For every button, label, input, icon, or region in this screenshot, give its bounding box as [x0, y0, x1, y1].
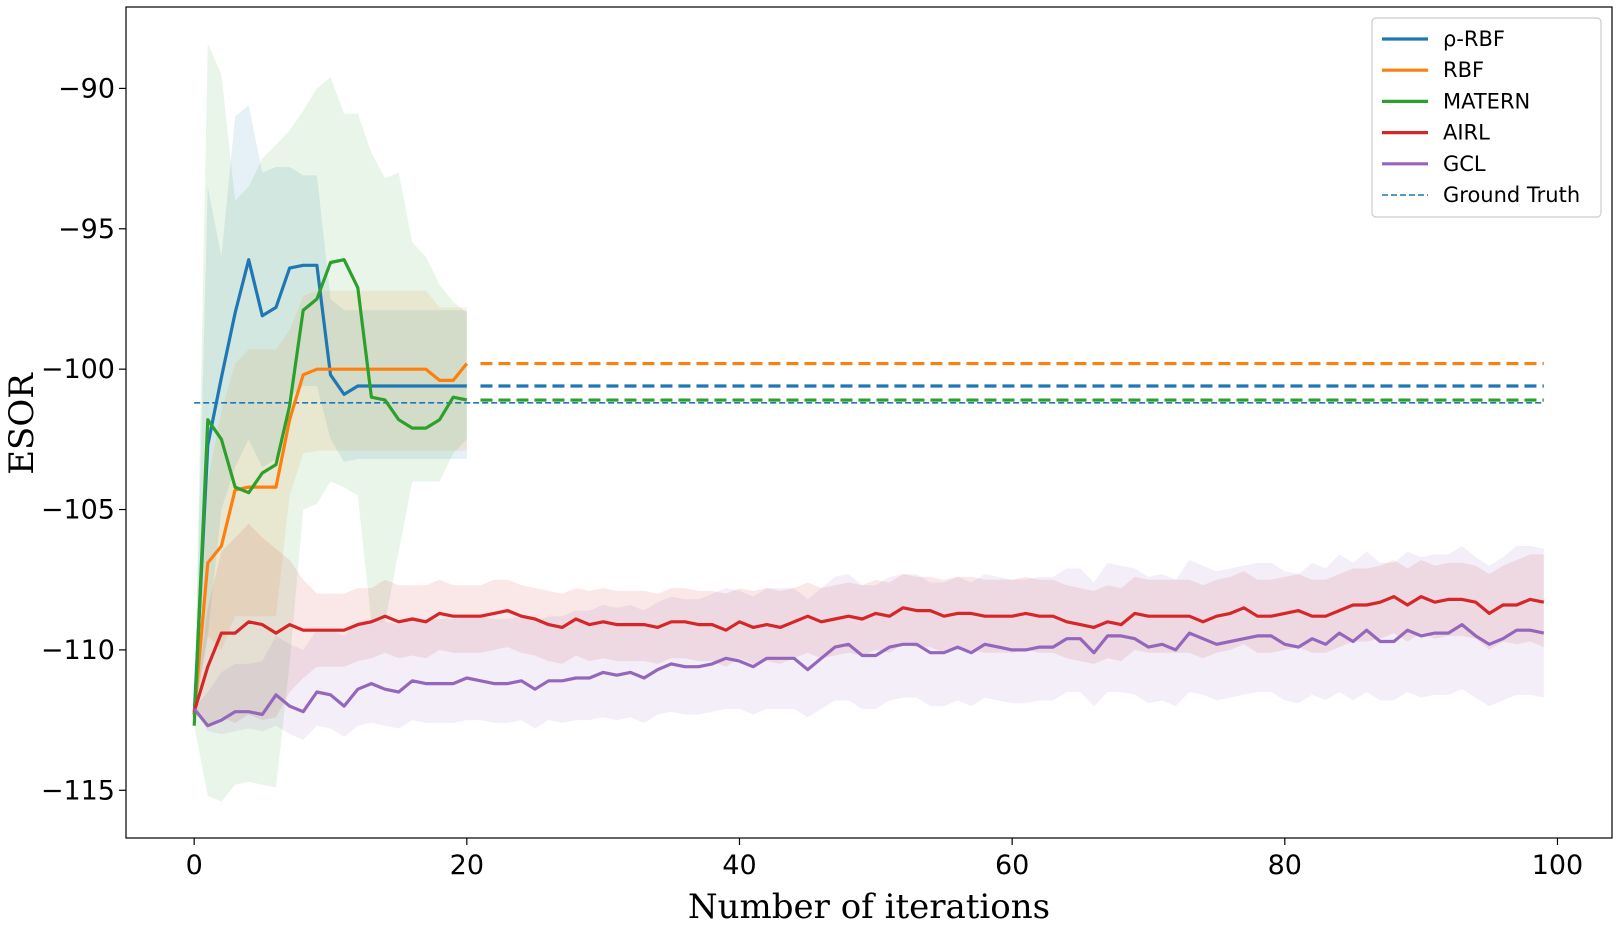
- y-tick-label: −115: [41, 775, 115, 806]
- y-tick-label: −110: [41, 635, 115, 666]
- legend-box: [1371, 17, 1602, 218]
- airl-line: [192, 595, 1545, 713]
- rho-rbf-confidence-band: [194, 105, 467, 715]
- legend-label: AIRL: [1443, 121, 1490, 145]
- rho-rbf-line: [192, 258, 467, 715]
- legend-label: Ground Truth: [1443, 183, 1580, 207]
- x-tick-label: 40: [722, 850, 756, 881]
- y-tick-label: −95: [58, 214, 115, 245]
- plot-frame: [125, 6, 1613, 839]
- airl-confidence-band: [194, 523, 1544, 726]
- matern-line: [192, 258, 468, 726]
- gcl-line: [192, 623, 1545, 728]
- y-tick-label: −105: [41, 495, 115, 526]
- matern-confidence-band: [194, 43, 467, 802]
- legend-label: MATERN: [1443, 89, 1530, 113]
- x-tick-label: 0: [186, 850, 203, 881]
- legend-label: RBF: [1443, 58, 1484, 82]
- gcl-confidence-band: [194, 546, 1544, 740]
- x-tick-label: 80: [1268, 850, 1302, 881]
- y-axis-title: ESOR: [2, 372, 42, 475]
- legend: ρ-RBF RBF MATERN AIRL GCL Ground Truth: [1371, 17, 1602, 218]
- x-tick-label: 60: [995, 850, 1029, 881]
- x-tick-label: 100: [1532, 850, 1584, 881]
- x-axis-ticks: 0 20 40 60 80 100: [186, 838, 1584, 881]
- y-axis-ticks: −90 −95 −100 −105 −110 −115: [41, 73, 126, 806]
- legend-label: ρ-RBF: [1443, 27, 1505, 51]
- legend-label: GCL: [1443, 152, 1486, 176]
- y-tick-label: −100: [41, 354, 115, 385]
- y-tick-label: −90: [58, 73, 115, 104]
- confidence-bands: [194, 43, 1544, 802]
- series-lines: [192, 258, 1545, 728]
- x-tick-label: 20: [450, 850, 484, 881]
- x-axis-title: Number of iterations: [688, 887, 1050, 927]
- rbf-confidence-band: [194, 290, 467, 715]
